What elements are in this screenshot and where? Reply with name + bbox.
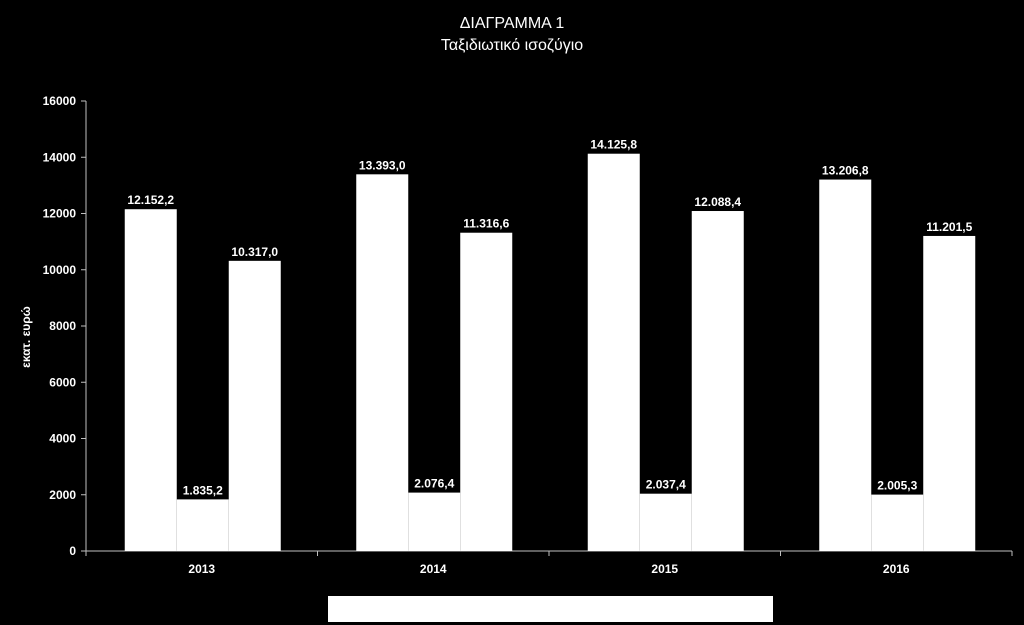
bar (587, 153, 640, 552)
y-tick-label: 2000 (49, 488, 76, 502)
bar-value-label: 14.125,8 (590, 138, 637, 152)
y-tick-label: 6000 (49, 375, 76, 389)
bar-value-label: 12.088,4 (694, 195, 741, 209)
chart-title: ΔΙΑΓΡΑΜΜΑ 1 (460, 15, 565, 32)
bar (639, 493, 692, 551)
x-tick-label: 2016 (883, 562, 910, 576)
bar-value-label: 2.037,4 (646, 478, 686, 492)
axes: 0 2000 4000 6000 8000 10000 12000 14000 16000 201… (43, 94, 1013, 576)
bar (356, 174, 409, 551)
bar-value-label: 10.317,0 (231, 245, 278, 259)
data-labels: 12.152,2 1.835,2 10.317,0 13.393,0 2.076,4 11… (127, 138, 972, 498)
y-tick-label: 16000 (43, 94, 77, 108)
bar (176, 499, 229, 551)
y-tick-label: 10000 (43, 263, 77, 277)
y-tick-label: 12000 (43, 207, 77, 221)
y-tick-label: 4000 (49, 432, 76, 446)
bar-value-label: 13.206,8 (822, 164, 869, 178)
x-tick-label: 2013 (188, 562, 215, 576)
bar (923, 235, 976, 551)
bar (124, 209, 177, 552)
bars (124, 153, 976, 552)
legend-box (328, 596, 773, 622)
y-tick-label: 8000 (49, 319, 76, 333)
bar (871, 494, 924, 551)
bar (819, 179, 872, 551)
y-axis-label: εκατ. ευρώ (19, 306, 33, 368)
bar-value-label: 11.316,6 (463, 217, 509, 231)
bar-value-label: 13.393,0 (359, 158, 406, 172)
bar-value-label: 1.835,2 (183, 483, 223, 497)
x-tick-label: 2014 (420, 562, 447, 576)
x-tick-label: 2015 (651, 562, 678, 576)
bar (408, 492, 461, 551)
bar-value-label: 12.152,2 (127, 193, 174, 207)
bar (460, 232, 513, 551)
bar (691, 211, 744, 552)
bar-value-label: 2.076,4 (414, 477, 454, 491)
bar (228, 260, 281, 551)
y-tick-label: 14000 (43, 150, 77, 164)
y-tick-label: 0 (69, 544, 76, 558)
bar-value-label: 11.201,5 (926, 220, 972, 234)
chart-subtitle: Ταξιδιωτικό ισοζύγιο (441, 37, 583, 54)
bar-value-label: 2.005,3 (877, 479, 917, 493)
